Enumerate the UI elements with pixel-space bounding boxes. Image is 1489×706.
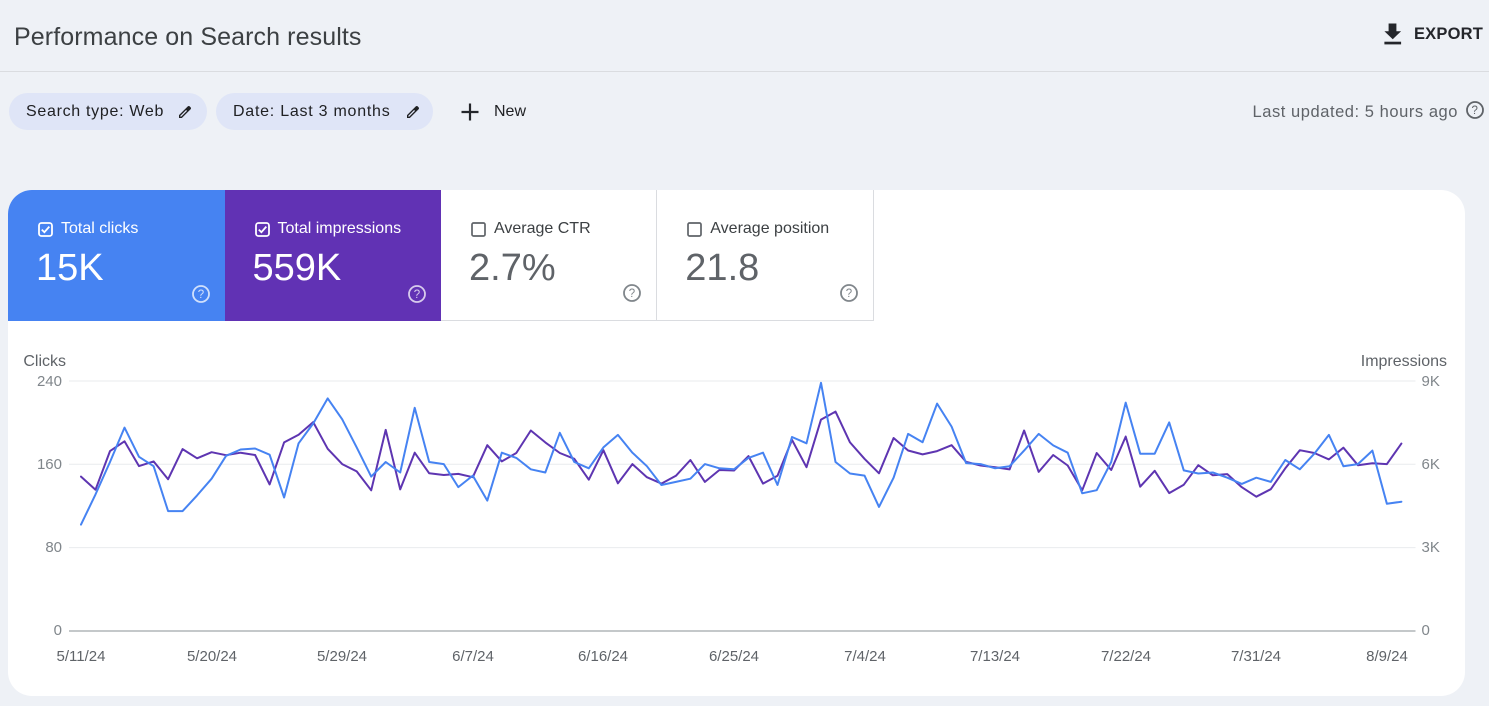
svg-text:?: ? [629, 288, 635, 300]
svg-text:?: ? [845, 288, 851, 300]
svg-text:?: ? [414, 289, 420, 301]
svg-text:?: ? [1472, 105, 1479, 117]
svg-text:?: ? [197, 289, 203, 301]
